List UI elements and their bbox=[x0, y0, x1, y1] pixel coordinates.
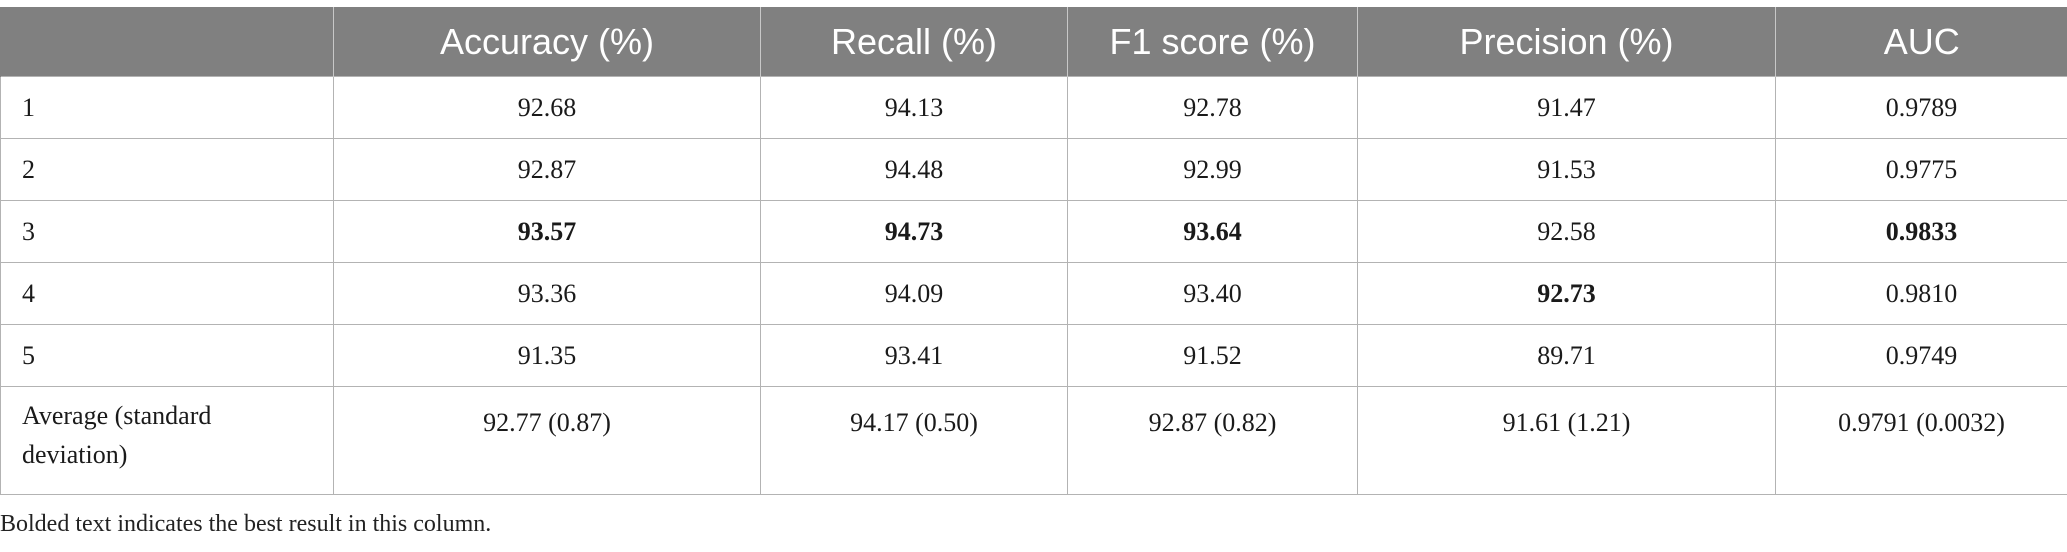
auc-cell: 0.9775 bbox=[1775, 138, 2067, 201]
accuracy-cell: 93.57 bbox=[333, 200, 761, 263]
table-header: Accuracy (%) Recall (%) F1 score (%) Pre… bbox=[0, 7, 2067, 77]
f1-score-cell: 93.40 bbox=[1067, 262, 1358, 325]
header-cell-row-label bbox=[0, 7, 334, 77]
f1-score-cell: 92.78 bbox=[1067, 76, 1358, 139]
header-cell-accuracy: Accuracy (%) bbox=[333, 7, 761, 77]
table-row: 2 92.87 94.48 92.99 91.53 0.9775 bbox=[0, 138, 2067, 201]
precision-cell: 91.53 bbox=[1357, 138, 1776, 201]
accuracy-cell: 91.35 bbox=[333, 324, 761, 387]
row-label-cell: Average (standard deviation) bbox=[0, 386, 334, 495]
row-label-cell: 1 bbox=[0, 76, 334, 139]
precision-cell: 91.47 bbox=[1357, 76, 1776, 139]
auc-cell: 0.9833 bbox=[1775, 200, 2067, 263]
f1-score-cell: 92.87 (0.82) bbox=[1067, 386, 1358, 495]
table-footnote: Bolded text indicates the best result in… bbox=[0, 511, 492, 537]
auc-cell: 0.9789 bbox=[1775, 76, 2067, 139]
row-label-cell: 2 bbox=[0, 138, 334, 201]
precision-cell: 89.71 bbox=[1357, 324, 1776, 387]
auc-cell: 0.9749 bbox=[1775, 324, 2067, 387]
recall-cell: 94.17 (0.50) bbox=[760, 386, 1068, 495]
auc-cell: 0.9791 (0.0032) bbox=[1775, 386, 2067, 495]
recall-cell: 94.09 bbox=[760, 262, 1068, 325]
header-row: Accuracy (%) Recall (%) F1 score (%) Pre… bbox=[0, 7, 2067, 77]
f1-score-cell: 92.99 bbox=[1067, 138, 1358, 201]
precision-cell: 92.58 bbox=[1357, 200, 1776, 263]
accuracy-cell: 92.77 (0.87) bbox=[333, 386, 761, 495]
accuracy-cell: 92.68 bbox=[333, 76, 761, 139]
header-cell-precision: Precision (%) bbox=[1357, 7, 1776, 77]
results-table: Accuracy (%) Recall (%) F1 score (%) Pre… bbox=[0, 7, 2067, 495]
header-cell-f1-score: F1 score (%) bbox=[1067, 7, 1358, 77]
average-row: Average (standard deviation) 92.77 (0.87… bbox=[0, 386, 2067, 495]
row-label-cell: 3 bbox=[0, 200, 334, 263]
recall-cell: 94.73 bbox=[760, 200, 1068, 263]
header-cell-auc: AUC bbox=[1775, 7, 2067, 77]
table-row: 4 93.36 94.09 93.40 92.73 0.9810 bbox=[0, 262, 2067, 325]
table-row: 1 92.68 94.13 92.78 91.47 0.9789 bbox=[0, 76, 2067, 139]
table-row: 3 93.57 94.73 93.64 92.58 0.9833 bbox=[0, 200, 2067, 263]
table-row: 5 91.35 93.41 91.52 89.71 0.9749 bbox=[0, 324, 2067, 387]
f1-score-cell: 93.64 bbox=[1067, 200, 1358, 263]
accuracy-cell: 93.36 bbox=[333, 262, 761, 325]
precision-cell: 91.61 (1.21) bbox=[1357, 386, 1776, 495]
recall-cell: 94.48 bbox=[760, 138, 1068, 201]
row-label-cell: 5 bbox=[0, 324, 334, 387]
auc-cell: 0.9810 bbox=[1775, 262, 2067, 325]
table-body: 1 92.68 94.13 92.78 91.47 0.9789 2 92.87… bbox=[0, 76, 2067, 495]
recall-cell: 94.13 bbox=[760, 76, 1068, 139]
f1-score-cell: 91.52 bbox=[1067, 324, 1358, 387]
accuracy-cell: 92.87 bbox=[333, 138, 761, 201]
header-cell-recall: Recall (%) bbox=[760, 7, 1068, 77]
row-label-cell: 4 bbox=[0, 262, 334, 325]
recall-cell: 93.41 bbox=[760, 324, 1068, 387]
precision-cell: 92.73 bbox=[1357, 262, 1776, 325]
